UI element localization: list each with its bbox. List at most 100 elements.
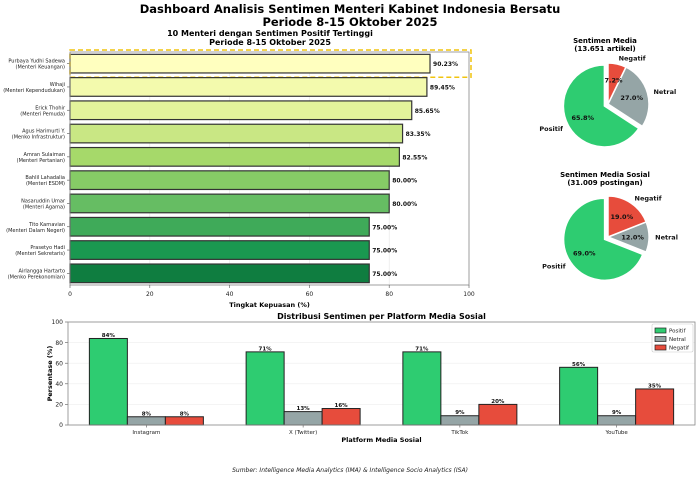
y-tick-label-role: (Menteri Sekretaris): [15, 251, 65, 257]
legend-swatch: [654, 344, 667, 351]
platform-chart-title: Distribusi Sentimen per Platform Media S…: [277, 312, 486, 321]
pie-slice: [607, 66, 650, 128]
bar: [69, 263, 370, 284]
y-tick-label-name: Erick Thohir: [35, 105, 66, 111]
media-pie-title: Sentimen Media (13.651 artikel): [545, 37, 665, 53]
bar-value-label: 9%: [455, 410, 465, 416]
bar-value-label: 8%: [180, 411, 190, 417]
social-pie-title-line2: (31.009 postingan): [567, 179, 643, 187]
bar-value-label: 82.55%: [402, 154, 427, 161]
x-tick-label: TikTok: [450, 430, 469, 436]
x-axis-label: Tingkat Kepuasan (%): [229, 301, 310, 309]
bar: [283, 411, 323, 426]
y-tick-label: 80: [55, 340, 63, 347]
bar-value-label: 84%: [102, 333, 116, 339]
bar: [126, 416, 166, 426]
bar: [402, 351, 442, 426]
bar: [69, 146, 400, 167]
social-pie-chart: 69.0% Positif 12.0% Netral 19.0% Negatif: [542, 195, 678, 282]
bar-value-label: 35%: [648, 383, 662, 389]
y-tick-label-role: (Menteri Pemuda): [20, 111, 65, 117]
plot-frame: [67, 321, 696, 426]
bar: [88, 337, 128, 426]
pie-pct-label: 7.2%: [605, 77, 624, 85]
bar-value-label: 90.23%: [433, 61, 458, 68]
y-tick-label: 40: [55, 381, 63, 388]
y-tick-label-name: Prasetyo Hadi: [30, 245, 65, 251]
social-pie-title-line1: Sentimen Media Sosial: [560, 171, 650, 179]
bar-value-label: 20%: [491, 399, 505, 405]
ranking-chart-title-line2: Periode 8-15 Oktober 2025: [209, 38, 331, 47]
y-tick-label: 100: [52, 319, 64, 326]
bar: [559, 366, 599, 426]
x-tick-label: YouTube: [604, 430, 628, 436]
pie-slice-label: Negatif: [635, 195, 662, 203]
bar: [635, 388, 675, 426]
y-tick-label-name: Amran Sulaiman: [24, 152, 65, 158]
y-tick-label-name: Airlangga Hartarto: [19, 268, 65, 274]
ranking-chart-title-line1: 10 Menteri dengan Sentimen Positif Terti…: [167, 29, 373, 38]
x-tick-label: Instagram: [132, 430, 160, 436]
bar-value-label: 8%: [142, 411, 152, 417]
pie-slice: [607, 62, 627, 105]
pie-slice-label: Positif: [542, 262, 566, 270]
bar: [69, 53, 431, 74]
bar-value-label: 13%: [297, 406, 311, 412]
pie-slice: [562, 64, 640, 148]
dashboard-title-line1: Dashboard Analisis Sentimen Menteri Kabi…: [139, 2, 561, 16]
y-tick-label-role: (Menteri ESDM): [26, 181, 65, 187]
bar: [69, 240, 370, 260]
pie-slice: [607, 195, 648, 239]
y-tick-label-name: Nasaruddin Umar: [21, 198, 66, 204]
plot-frame: [69, 51, 470, 286]
legend-label: Positif: [669, 329, 687, 335]
media-pie-title-line2: (13.651 artikel): [574, 45, 636, 53]
y-tick-label: 20: [55, 402, 63, 409]
legend-label: Netral: [669, 337, 686, 343]
source-note: Sumber: Intelligence Media Analytics (IM…: [232, 467, 468, 474]
bar-value-label: 16%: [335, 403, 349, 409]
ranking-chart: 90.23% Purbaya Yudhi Sadewa(Menteri Keuan…: [3, 49, 475, 309]
y-axis-label: Persentase (%): [46, 346, 54, 402]
bar-value-label: 80.00%: [392, 201, 417, 208]
pie-pct-label: 27.0%: [620, 94, 643, 102]
bar-value-label: 71%: [415, 346, 429, 352]
media-pie-title-line1: Sentimen Media: [573, 37, 637, 45]
bar: [69, 100, 413, 121]
ranking-chart-title: 10 Menteri dengan Sentimen Positif Terti…: [70, 29, 470, 47]
legend-swatch: [654, 327, 667, 334]
bar-value-label: 85.65%: [415, 108, 440, 115]
pie-slice-label: Positif: [539, 125, 563, 133]
bar: [478, 403, 518, 426]
y-tick-label-role: (Menko Perekonomian): [8, 274, 65, 280]
bar: [69, 77, 428, 97]
bar: [321, 408, 361, 426]
y-tick-label: 60: [55, 360, 63, 367]
y-tick-label-name: Purbaya Yudhi Sadewa: [8, 59, 65, 65]
pie-pct-label: 69.0%: [573, 250, 596, 258]
bar-value-label: 9%: [612, 410, 622, 416]
x-tick-label: 100: [463, 291, 475, 298]
dashboard-title-line2: Periode 8-15 Oktober 2025: [262, 15, 438, 29]
x-axis-label: Platform Media Sosial: [341, 436, 421, 444]
bar: [245, 351, 285, 426]
bar: [164, 416, 204, 426]
y-tick-label-name: Bahlil Lahadalia: [25, 175, 65, 181]
pie-slice-label: Netral: [653, 88, 676, 96]
social-pie-title: Sentimen Media Sosial (31.009 postingan): [545, 171, 665, 187]
bar-value-label: 71%: [259, 346, 273, 352]
pie-slice-label: Netral: [655, 234, 678, 242]
pie-slice-label: Negatif: [619, 55, 646, 63]
legend-swatch: [654, 336, 667, 342]
bar-value-label: 80.00%: [392, 178, 417, 185]
bar: [69, 216, 370, 237]
y-tick-label-role: (Menteri Pertanian): [17, 158, 65, 164]
y-tick-label-role: (Menteri Agama): [23, 204, 65, 210]
bar-value-label: 56%: [572, 362, 586, 368]
y-tick-label-name: Tito Karnavian: [28, 222, 65, 228]
bar: [440, 415, 480, 426]
pie-pct-label: 12.0%: [621, 234, 644, 242]
x-tick-label: 60: [306, 291, 314, 298]
y-tick-label-name: Wihaji: [50, 82, 65, 88]
y-tick-label-role: (Menko Infrastruktur): [12, 135, 65, 141]
